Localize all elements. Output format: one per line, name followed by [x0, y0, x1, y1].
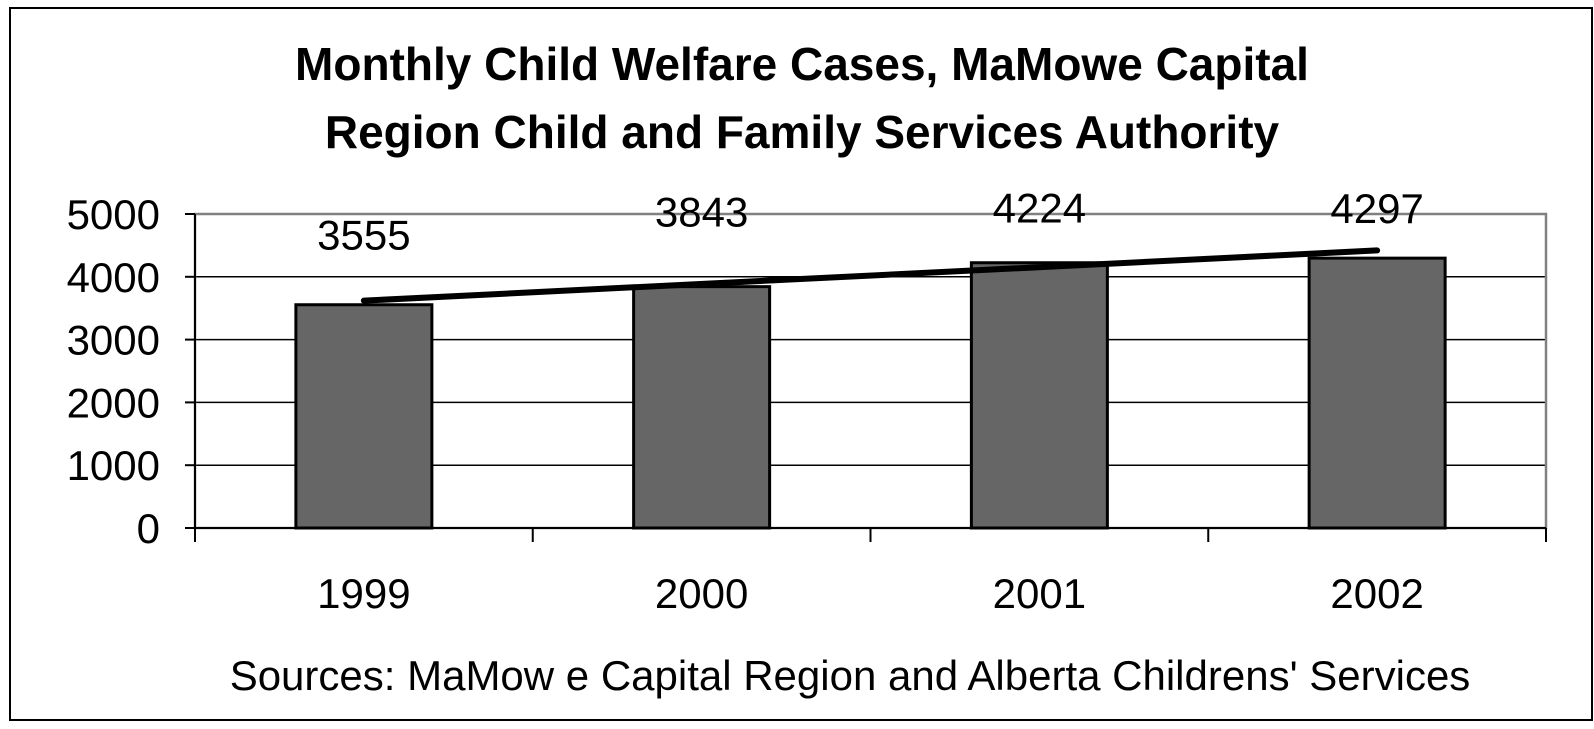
y-tick-label: 0 [137, 505, 160, 552]
bars [294, 256, 1447, 530]
axes [185, 213, 1547, 542]
data-label-2001: 4224 [993, 185, 1086, 232]
y-tick-label: 1000 [67, 442, 160, 489]
y-tick-labels: 0 1000 2000 3000 4000 5000 [67, 191, 160, 552]
x-tick-label-2000: 2000 [655, 570, 748, 617]
chart-title-line-2: Region Child and Family Services Authori… [325, 106, 1280, 158]
data-label-2002: 4297 [1330, 185, 1423, 232]
chart-title-line-1: Monthly Child Welfare Cases, MaMowe Capi… [295, 38, 1309, 90]
x-tick-labels: 1999 2000 2001 2002 [317, 570, 1424, 617]
y-tick-label: 4000 [67, 254, 160, 301]
data-label-2000: 3843 [655, 189, 748, 236]
bar-2000 [632, 285, 772, 530]
y-tick-label: 2000 [67, 379, 160, 426]
trendline [360, 247, 1381, 304]
y-tick-label: 3000 [67, 317, 160, 364]
data-labels: 3555 3843 4224 4297 [317, 185, 1424, 259]
bar-1999 [294, 303, 434, 530]
data-label-1999: 3555 [317, 212, 410, 259]
x-tick-label-2002: 2002 [1330, 570, 1423, 617]
x-tick-label-1999: 1999 [317, 570, 410, 617]
y-tick-label: 5000 [67, 191, 160, 238]
source-note: Sources: MaMow e Capital Region and Albe… [230, 652, 1471, 699]
bar-2002 [1307, 256, 1447, 530]
x-tick-label-2001: 2001 [993, 570, 1086, 617]
bar-2001 [969, 261, 1109, 530]
